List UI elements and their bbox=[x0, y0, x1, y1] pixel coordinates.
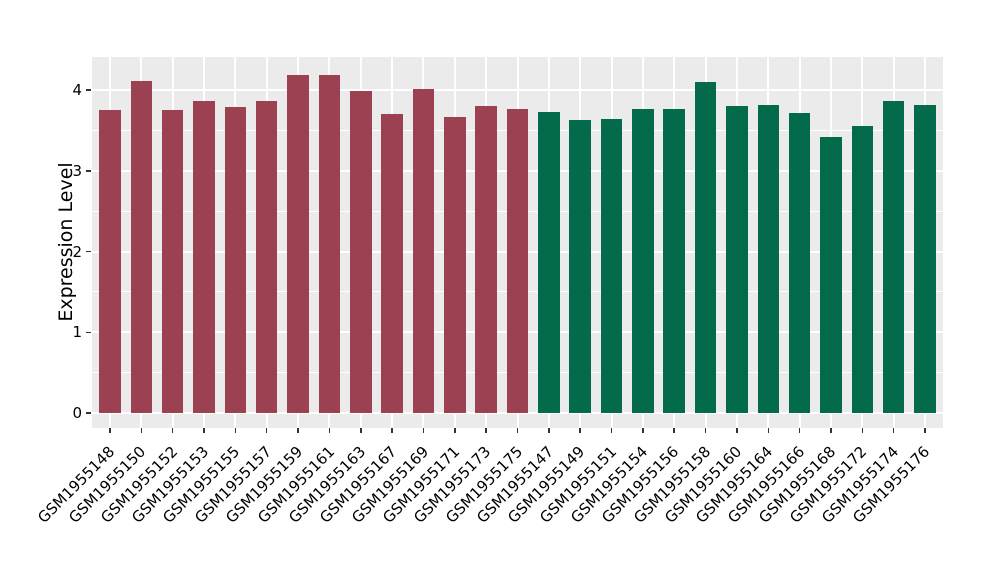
bar bbox=[193, 100, 215, 413]
bar bbox=[412, 89, 435, 413]
bar bbox=[632, 108, 654, 413]
bar bbox=[224, 106, 247, 413]
bar bbox=[538, 111, 560, 413]
x-tick-mark bbox=[203, 428, 205, 433]
x-tick-mark bbox=[767, 428, 770, 433]
x-tick-mark bbox=[265, 428, 268, 433]
bar bbox=[506, 108, 529, 413]
x-tick-mark bbox=[736, 428, 738, 433]
x-tick-mark bbox=[548, 428, 550, 433]
y-tick-label: 3 bbox=[72, 161, 82, 180]
bar bbox=[726, 106, 748, 413]
bar bbox=[99, 110, 121, 413]
x-tick-mark bbox=[516, 428, 519, 433]
y-tick-mark bbox=[86, 412, 91, 414]
bar bbox=[161, 110, 184, 413]
bar bbox=[882, 101, 905, 413]
y-tick-label: 1 bbox=[72, 323, 82, 342]
x-tick-mark bbox=[109, 428, 111, 433]
bar bbox=[569, 119, 591, 413]
x-tick-mark bbox=[140, 428, 143, 433]
x-tick-mark bbox=[673, 428, 675, 433]
bar bbox=[381, 114, 403, 413]
bar bbox=[663, 108, 685, 413]
x-tick-mark bbox=[360, 428, 362, 433]
y-tick-label: 2 bbox=[72, 242, 82, 261]
x-tick-mark bbox=[297, 428, 299, 433]
x-tick-mark bbox=[234, 428, 237, 433]
x-tick-mark bbox=[485, 428, 487, 433]
bar bbox=[318, 75, 341, 413]
bar bbox=[757, 104, 780, 413]
y-tick-mark bbox=[86, 331, 91, 333]
x-tick-mark bbox=[924, 428, 926, 433]
x-tick-mark bbox=[454, 428, 456, 433]
bar bbox=[350, 90, 372, 413]
y-tick-label: 0 bbox=[72, 404, 82, 422]
plot-panel bbox=[92, 57, 943, 428]
bar bbox=[444, 117, 466, 413]
x-tick-mark bbox=[610, 428, 613, 433]
bar bbox=[255, 101, 278, 413]
x-tick-mark bbox=[892, 428, 895, 433]
y-tick-mark bbox=[86, 170, 91, 172]
bar bbox=[600, 119, 623, 413]
x-tick-mark bbox=[328, 428, 331, 433]
x-tick-mark bbox=[171, 428, 174, 433]
bar bbox=[130, 81, 153, 413]
bar bbox=[788, 112, 811, 413]
y-tick-mark bbox=[86, 250, 91, 253]
y-tick-mark bbox=[86, 89, 91, 91]
x-tick-mark bbox=[861, 428, 864, 433]
bar bbox=[914, 104, 936, 413]
y-tick-label: 4 bbox=[72, 81, 82, 99]
x-tick-mark bbox=[642, 428, 644, 433]
bar bbox=[287, 74, 309, 413]
x-tick-mark bbox=[391, 428, 393, 433]
bar bbox=[851, 126, 874, 413]
bar bbox=[694, 81, 717, 413]
bar bbox=[820, 136, 842, 413]
x-tick-mark bbox=[422, 428, 425, 433]
x-tick-mark bbox=[704, 428, 707, 433]
x-tick-mark bbox=[830, 428, 832, 433]
x-tick-mark bbox=[579, 428, 581, 433]
x-tick-mark bbox=[798, 428, 801, 433]
bar bbox=[475, 106, 497, 413]
